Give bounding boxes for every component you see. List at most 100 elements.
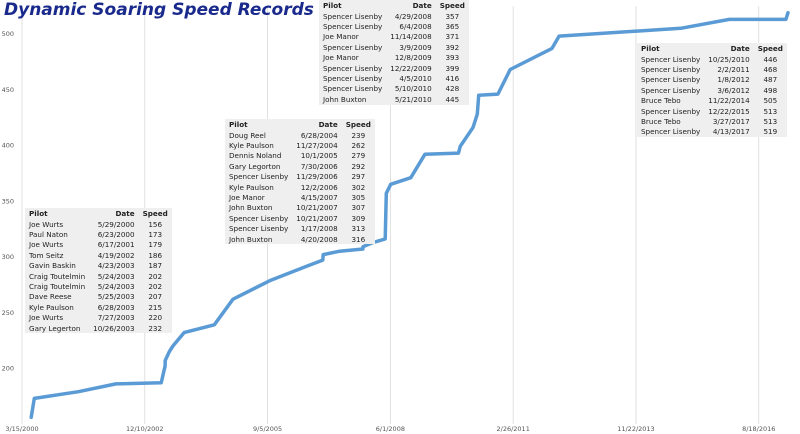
table-row: Spencer Lisenby 4/5/2010 416 bbox=[319, 73, 469, 83]
y-axis-tick-labels: 200 250 300 350 400 450 500 bbox=[2, 30, 14, 372]
cell-speed: 307 bbox=[351, 203, 366, 213]
cell-speed: 313 bbox=[351, 224, 366, 234]
table-row: Bruce Tebo 3/27/2017 513 bbox=[637, 116, 787, 126]
cell-speed: 239 bbox=[351, 130, 366, 140]
table-row: Joe Manor 12/8/2009 393 bbox=[319, 53, 469, 63]
cell-date: 10/21/2007 bbox=[296, 213, 338, 223]
record-speed-line bbox=[29, 10, 790, 420]
cell-pilot: Kyle Paulson bbox=[229, 141, 274, 151]
cell-pilot: Craig Toutelmin bbox=[29, 282, 86, 292]
y-tick-label: 200 bbox=[2, 365, 14, 373]
cell-speed: 399 bbox=[445, 63, 460, 73]
cell-speed: 302 bbox=[351, 182, 366, 192]
table-row: Joe Manor 4/15/2007 305 bbox=[225, 192, 375, 202]
cell-pilot: Joe Manor bbox=[323, 53, 359, 63]
y-tick-label: 350 bbox=[2, 197, 14, 205]
cell-pilot: Gary Legorton bbox=[229, 161, 281, 171]
table-row: John Buxton 4/20/2008 316 bbox=[225, 234, 375, 244]
cell-date: 4/13/2017 bbox=[712, 127, 750, 137]
x-tick-label: 2/26/2011 bbox=[497, 425, 530, 433]
cell-pilot: Kyle Paulson bbox=[229, 182, 274, 192]
cell-date: 3/6/2012 bbox=[717, 85, 750, 95]
cell-date: 10/1/2005 bbox=[300, 151, 338, 161]
table-row: Tom Seitz 4/19/2002 186 bbox=[25, 250, 172, 260]
cell-date: 11/14/2008 bbox=[390, 32, 432, 42]
series-line bbox=[29, 10, 790, 420]
x-tick-label: 8/18/2016 bbox=[742, 425, 775, 433]
column-header-pilot: Pilot bbox=[323, 1, 342, 10]
cell-date: 6/28/2003 bbox=[97, 302, 135, 312]
cell-date: 6/4/2008 bbox=[399, 22, 432, 32]
column-header-date: Date bbox=[318, 120, 338, 129]
table-row: Spencer Lisenby 3/6/2012 498 bbox=[637, 85, 787, 95]
x-tick-label: 6/1/2008 bbox=[376, 425, 405, 433]
cell-date: 5/24/2003 bbox=[97, 282, 135, 292]
cell-speed: 202 bbox=[148, 282, 163, 292]
cell-pilot: Joe Wurts bbox=[29, 219, 64, 229]
cell-pilot: Spencer Lisenby bbox=[323, 42, 383, 52]
x-axis-tick-labels: 3/15/2000 12/10/2002 9/5/2005 6/1/2008 2/26/… bbox=[5, 425, 775, 433]
records-table-2008-2010: Pilot Date Speed Spencer Lisenby 4/29/2008 35… bbox=[319, 0, 469, 105]
table-row: Paul Naton 6/23/2000 173 bbox=[25, 229, 172, 239]
cell-date: 12/8/2009 bbox=[394, 53, 432, 63]
cell-date: 6/23/2000 bbox=[97, 230, 135, 240]
cell-speed: 365 bbox=[445, 22, 460, 32]
cell-pilot: Spencer Lisenby bbox=[323, 22, 383, 32]
table-header-row: Pilot Date Speed bbox=[319, 0, 469, 11]
table-row: Spencer Lisenby 10/21/2007 309 bbox=[225, 213, 375, 223]
table-row: Spencer Lisenby 1/17/2008 313 bbox=[225, 224, 375, 234]
cell-pilot: Spencer Lisenby bbox=[323, 63, 383, 73]
table-row: Craig Toutelmin 5/24/2003 202 bbox=[25, 281, 172, 291]
cell-pilot: Bruce Tebo bbox=[641, 117, 681, 127]
cell-pilot: Spencer Lisenby bbox=[323, 11, 383, 21]
cell-date: 12/22/2015 bbox=[708, 106, 750, 116]
cell-pilot: Doug Reel bbox=[229, 130, 266, 140]
table-row: Spencer Lisenby 4/13/2017 519 bbox=[637, 127, 787, 137]
cell-pilot: Spencer Lisenby bbox=[641, 75, 701, 85]
cell-pilot: Dennis Noland bbox=[229, 151, 282, 161]
cell-date: 4/19/2002 bbox=[97, 250, 135, 260]
cell-pilot: Joe Manor bbox=[229, 193, 265, 203]
table-row: Spencer Lisenby 1/8/2012 487 bbox=[637, 75, 787, 85]
cell-date: 4/29/2008 bbox=[394, 11, 432, 21]
cell-date: 4/20/2008 bbox=[300, 234, 338, 244]
cell-speed: 487 bbox=[763, 75, 778, 85]
cell-speed: 262 bbox=[351, 141, 366, 151]
cell-date: 2/2/2011 bbox=[717, 65, 750, 75]
cell-speed: 292 bbox=[351, 161, 366, 171]
table-row: Dave Reese 5/25/2003 207 bbox=[25, 292, 172, 302]
cell-date: 10/26/2003 bbox=[93, 323, 135, 333]
y-tick-label: 400 bbox=[2, 142, 14, 150]
cell-date: 10/25/2010 bbox=[708, 54, 750, 64]
table-row: Spencer Lisenby 6/4/2008 365 bbox=[319, 21, 469, 31]
cell-date: 11/27/2004 bbox=[296, 141, 338, 151]
cell-date: 11/29/2006 bbox=[296, 172, 338, 182]
cell-pilot: Spencer Lisenby bbox=[229, 213, 289, 223]
cell-date: 4/15/2007 bbox=[300, 193, 338, 203]
cell-speed: 187 bbox=[148, 261, 163, 271]
column-header-pilot: Pilot bbox=[641, 44, 660, 53]
x-tick-label: 11/22/2013 bbox=[617, 425, 654, 433]
cell-pilot: John Buxton bbox=[323, 94, 367, 104]
cell-speed: 498 bbox=[763, 85, 778, 95]
cell-speed: 513 bbox=[763, 117, 778, 127]
cell-date: 4/23/2003 bbox=[97, 261, 135, 271]
table-row: Craig Toutelmin 5/24/2003 202 bbox=[25, 271, 172, 281]
cell-date: 5/25/2003 bbox=[97, 292, 135, 302]
cell-date: 10/21/2007 bbox=[296, 203, 338, 213]
cell-date: 1/8/2012 bbox=[717, 75, 750, 85]
cell-speed: 279 bbox=[351, 151, 366, 161]
cell-date: 1/17/2008 bbox=[300, 224, 338, 234]
cell-speed: 416 bbox=[445, 74, 460, 84]
cell-speed: 173 bbox=[148, 230, 163, 240]
cell-date: 11/22/2014 bbox=[708, 96, 750, 106]
cell-pilot: Spencer Lisenby bbox=[641, 85, 701, 95]
cell-date: 6/28/2004 bbox=[300, 130, 338, 140]
cell-pilot: Tom Seitz bbox=[29, 250, 64, 260]
table-row: Spencer Lisenby 12/22/2009 399 bbox=[319, 63, 469, 73]
cell-speed: 357 bbox=[445, 11, 460, 21]
column-header-speed: Speed bbox=[345, 120, 371, 129]
cell-date: 5/24/2003 bbox=[97, 271, 135, 281]
cell-speed: 505 bbox=[763, 96, 778, 106]
